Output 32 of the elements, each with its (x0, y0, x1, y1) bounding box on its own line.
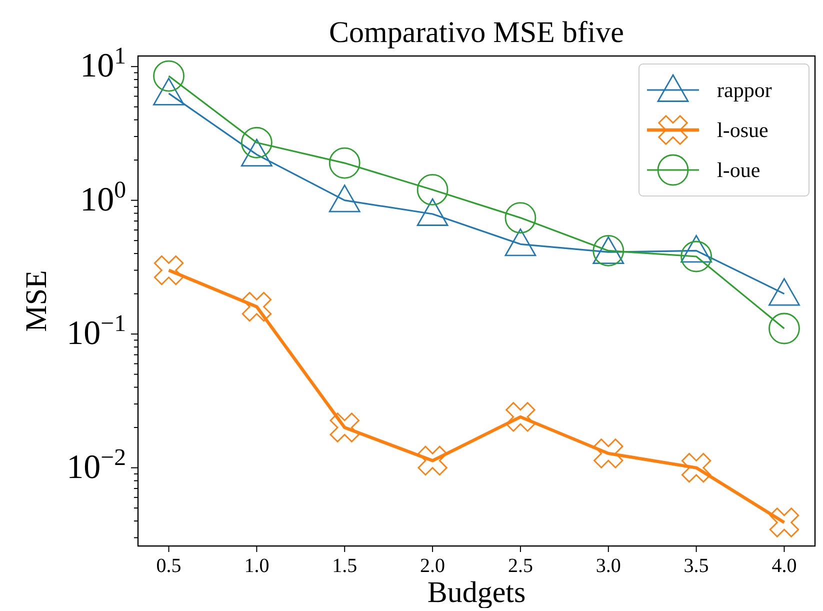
point (506, 402, 536, 432)
x-tick-label: 1.5 (332, 555, 358, 577)
point (769, 508, 800, 538)
x-tick-label: 0.5 (156, 555, 182, 577)
point (328, 147, 360, 179)
point (504, 202, 536, 234)
point (594, 438, 624, 468)
x-tick-label: 1.0 (244, 555, 270, 577)
y-axis-title: MSE (20, 270, 53, 332)
y-tick-label: 10$^{−1}$ (66, 311, 126, 352)
point (240, 126, 272, 158)
point (416, 174, 448, 206)
x-tick-label: 2.5 (508, 555, 533, 577)
y-tick-label: 10$^{1}$ (80, 44, 126, 85)
point (768, 312, 800, 344)
legend-label: l-osue (717, 118, 768, 142)
x-tick-label: 2.0 (420, 555, 446, 577)
legend-label: rappor (717, 78, 772, 102)
point (418, 446, 448, 476)
y-tick-label: 10$^{−2}$ (66, 444, 126, 486)
point (681, 452, 712, 483)
point (242, 292, 272, 322)
x-tick-label: 3.0 (596, 555, 621, 577)
x-tick-label: 4.0 (772, 555, 797, 577)
chart-title: Comparativo MSE bfive (329, 16, 624, 49)
legend-label: l-oue (717, 158, 760, 182)
x-tick-label: 3.5 (684, 555, 709, 577)
point (153, 60, 184, 92)
point (330, 412, 360, 442)
point (154, 255, 184, 286)
y-tick-label: 10$^{0}$ (80, 177, 126, 218)
point (680, 240, 712, 272)
